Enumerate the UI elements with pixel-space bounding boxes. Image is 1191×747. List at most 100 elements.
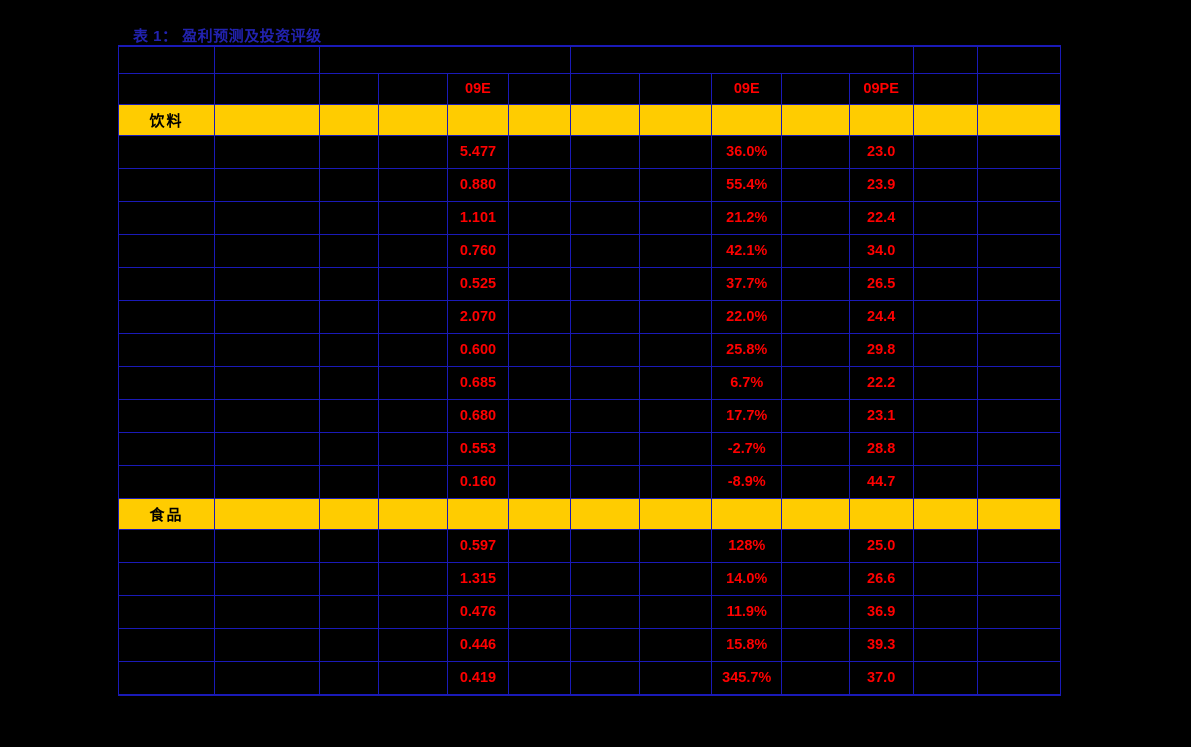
cell-empty (118, 267, 215, 301)
cell-eps: 0.680 (446, 399, 510, 433)
cell-empty (912, 399, 978, 433)
cell-eps: 0.419 (446, 661, 510, 696)
section-band-cell (378, 498, 448, 530)
cell-empty (570, 201, 640, 235)
cell-empty (781, 168, 850, 202)
cell-empty (378, 267, 448, 301)
header-group-cell-1 (118, 45, 215, 74)
header-sub-cell-8 (638, 73, 713, 105)
cell-empty (508, 267, 572, 301)
section-band-cell (781, 104, 850, 136)
cell-empty (318, 529, 380, 563)
cell-empty (508, 628, 572, 662)
table-row: 0.600 25.8% 29.8 (118, 333, 1062, 367)
cell-empty (214, 267, 320, 301)
cell-empty (214, 432, 320, 466)
cell-pe: 23.1 (848, 399, 914, 433)
cell-empty (912, 333, 978, 367)
cell-empty (118, 399, 215, 433)
table-row: 0.446 15.8% 39.3 (118, 628, 1062, 662)
section-band-cell (638, 498, 713, 530)
section-label: 食品 (118, 498, 215, 530)
cell-pe: 44.7 (848, 465, 914, 499)
cell-growth: 36.0% (711, 135, 783, 169)
cell-growth: 345.7% (711, 661, 783, 696)
section-band-cell (638, 104, 713, 136)
cell-empty (976, 135, 1062, 169)
section-band-cell (446, 498, 510, 530)
cell-empty (214, 300, 320, 334)
cell-empty (781, 399, 850, 433)
cell-empty (912, 465, 978, 499)
header-pe-09pe: 09PE (848, 73, 914, 105)
section-band-cell (570, 104, 640, 136)
cell-empty (912, 234, 978, 268)
cell-empty (378, 234, 448, 268)
cell-empty (638, 628, 713, 662)
header-sub-cell-2 (214, 73, 320, 105)
cell-growth: 21.2% (711, 201, 783, 235)
cell-growth: 17.7% (711, 399, 783, 433)
cell-empty (318, 661, 380, 696)
section-label: 饮料 (118, 104, 215, 136)
cell-empty (570, 267, 640, 301)
cell-empty (118, 661, 215, 696)
cell-pe: 36.9 (848, 595, 914, 629)
cell-empty (570, 366, 640, 400)
cell-empty (508, 333, 572, 367)
cell-empty (118, 300, 215, 334)
cell-empty (976, 267, 1062, 301)
table-row: 0.685 6.7% 22.2 (118, 366, 1062, 400)
table-header-group-row (118, 45, 1062, 74)
section-band-cell (711, 104, 783, 136)
cell-empty (214, 201, 320, 235)
cell-empty (976, 300, 1062, 334)
cell-empty (214, 661, 320, 696)
cell-empty (118, 333, 215, 367)
profit-forecast-table: 09E 09E 09PE 饮料 5.477 36.0% 23.0 0.880 55.4% 23.9… (118, 45, 1062, 696)
section-band-cell (848, 498, 914, 530)
cell-pe: 29.8 (848, 333, 914, 367)
section-band-cell (378, 104, 448, 136)
cell-empty (214, 595, 320, 629)
table-row: 0.419 345.7% 37.0 (118, 661, 1062, 696)
section-band-cell (214, 104, 320, 136)
section-band-cell (318, 498, 380, 530)
cell-empty (378, 399, 448, 433)
section-band-cell (976, 498, 1062, 530)
cell-empty (508, 661, 572, 696)
cell-empty (508, 432, 572, 466)
section-band-cell (446, 104, 510, 136)
cell-empty (638, 661, 713, 696)
cell-empty (638, 333, 713, 367)
cell-empty (570, 661, 640, 696)
cell-empty (638, 234, 713, 268)
cell-growth: -2.7% (711, 432, 783, 466)
cell-growth: 22.0% (711, 300, 783, 334)
cell-empty (976, 432, 1062, 466)
cell-empty (318, 562, 380, 596)
cell-eps: 5.477 (446, 135, 510, 169)
section-band-cell (912, 498, 978, 530)
cell-empty (638, 201, 713, 235)
header-group-cell-6 (976, 45, 1062, 74)
cell-pe: 39.3 (848, 628, 914, 662)
cell-empty (781, 267, 850, 301)
table-row: 0.160 -8.9% 44.7 (118, 465, 1062, 499)
cell-empty (214, 234, 320, 268)
cell-empty (214, 465, 320, 499)
cell-growth: 25.8% (711, 333, 783, 367)
cell-empty (508, 595, 572, 629)
cell-growth: 15.8% (711, 628, 783, 662)
header-group-cell-3 (318, 45, 572, 74)
cell-empty (118, 366, 215, 400)
cell-empty (781, 628, 850, 662)
cell-empty (508, 366, 572, 400)
cell-eps: 0.525 (446, 267, 510, 301)
cell-empty (976, 595, 1062, 629)
cell-empty (638, 300, 713, 334)
cell-empty (318, 267, 380, 301)
page-title: 表 1： 盈利预测及投资评级 (133, 28, 322, 45)
cell-empty (378, 432, 448, 466)
cell-empty (976, 366, 1062, 400)
